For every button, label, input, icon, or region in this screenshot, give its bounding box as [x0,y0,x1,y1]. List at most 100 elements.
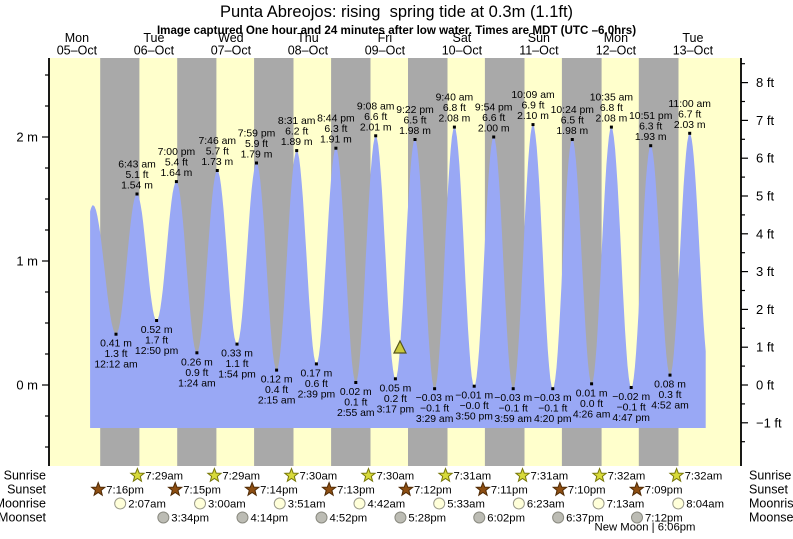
left-axis-tick-label: 2 m [16,130,38,145]
high-tide-label: 6.6 ft [482,113,505,124]
tide-event-dot [174,180,178,184]
low-tide-label: −0.1 ft [538,404,567,415]
sunset-star [628,481,645,497]
high-tide-label: 9:54 pm [475,103,513,114]
low-tide-label: 1:54 pm [218,370,256,381]
sunset-star [321,481,338,497]
high-tide-label: 2.10 m [517,111,549,122]
low-tide-label: −0.1 ft [499,404,528,415]
day-date-label: 05–Oct [57,44,98,58]
high-tide-label: 10:51 pm [629,111,672,122]
high-tide-label: 1.93 m [635,132,667,143]
almanac-time: 7:13pm [337,485,375,497]
high-tide-label: 6.5 ft [403,116,426,127]
tide-event-dot [413,138,417,141]
tide-event-dot [393,377,397,381]
right-axis-tick-label: 7 ft [756,113,774,128]
high-tide-label: 6.9 ft [521,101,544,112]
high-tide-label: 6.3 ft [639,122,662,133]
moonset-circle [631,511,643,524]
low-tide-label: −0.1 ft [420,404,449,415]
tide-event-dot [492,135,496,139]
high-tide-label: 6.7 ft [678,109,701,120]
almanac-time: 7:32am [608,471,646,483]
day-date-label: 13–Oct [673,44,714,58]
almanac-time: 7:16pm [106,485,144,497]
moonrise-circle [592,497,605,510]
high-tide-label: 5.4 ft [165,158,188,169]
day-date-label: 12–Oct [596,44,637,58]
almanac-time: 4:52pm [330,513,368,525]
low-tide-label: −0.03 m [534,393,572,404]
tide-event-dot [275,368,279,372]
high-tide-label: 6.8 ft [600,103,623,114]
almanac-row-label-left: Sunset [7,483,46,497]
moonset-circle [236,511,249,524]
tide-event-dot [590,382,594,386]
tide-event-dot [374,134,378,138]
almanac-row-label-left: Moonrise [0,497,46,511]
right-axis-tick-label: 8 ft [756,75,774,90]
tide-event-dot [215,169,219,172]
high-tide-label: 1.98 m [399,126,431,137]
sunrise-star [514,467,531,483]
moonset-circle [552,511,565,524]
high-tide-label: 5.1 ft [125,170,148,181]
low-tide-label: 0.1 ft [344,398,367,409]
sunset-star [244,481,261,497]
tide-event-dot [570,138,574,141]
almanac-time: 7:14pm [260,485,298,497]
almanac-time: 3:51am [288,499,326,511]
now-marker-icon [393,339,407,354]
high-tide-label: 1.64 m [161,168,193,179]
sunset-star [551,481,568,497]
almanac-row-label-right: Sunrise [749,469,791,483]
high-tide-label: 1.91 m [320,135,352,146]
day-date-label: 07–Oct [211,44,252,58]
tide-event-dot [609,125,613,129]
low-tide-label: 0.3 ft [658,390,681,401]
low-tide-label: 4:52 am [651,401,689,412]
almanac-time: 4:14pm [251,513,289,525]
high-tide-label: 1.73 m [201,157,233,168]
high-tide-label: 1.54 m [121,181,153,192]
low-tide-label: −0.1 ft [617,403,646,414]
tide-event-dot [511,387,515,391]
high-tide-label: 8:31 am [278,116,316,127]
day-date-label: 08–Oct [288,44,329,58]
low-tide-label: 0.02 m [340,387,372,398]
almanac-time: 6:23am [527,499,565,511]
almanac-time: 5:33am [447,499,485,511]
right-axis-tick-label: 2 ft [756,302,774,317]
almanac-row-label-right: Moonset [749,511,793,525]
low-tide-label: 0.4 ft [265,385,288,396]
low-tide-label: 2:55 am [337,408,375,419]
almanac-time: 7:11pm [491,485,528,497]
low-tide-label: 0.05 m [380,383,412,394]
day-of-week-label: Tue [682,31,703,45]
low-tide-label: 3:17 pm [377,404,415,415]
low-tide-label: −0.01 m [455,391,493,402]
tide-event-dot [295,149,299,153]
low-tide-label: 3:50 pm [455,412,493,423]
low-tide-label: 3:59 am [494,414,532,425]
tide-event-dot [354,381,358,384]
day-of-week-label: Wed [218,31,244,45]
high-tide-label: 9:22 pm [396,105,434,116]
moonset-row: Moonset Moonset 3:34pm 4:14pm 4:52pm 5:28pm 6:… [0,511,793,525]
day-date-label: 06–Oct [134,44,175,58]
right-axis-tick-label: 1 ft [756,340,774,355]
low-tide-label: 12:12 am [94,360,137,371]
low-tide-label: 0.01 m [576,388,608,399]
almanac-time: 7:29am [222,471,260,483]
low-tide-label: 4:20 pm [534,414,572,425]
right-axis-tick-label: 6 ft [756,151,774,166]
left-axis-tick-label: 1 m [16,254,38,269]
sunrise-star [437,467,454,483]
almanac-time: 8:04am [686,499,724,511]
high-tide-label: 1.79 m [241,150,273,161]
day-of-week-label: Sat [453,31,472,45]
low-tide-label: 0.0 ft [580,399,603,410]
